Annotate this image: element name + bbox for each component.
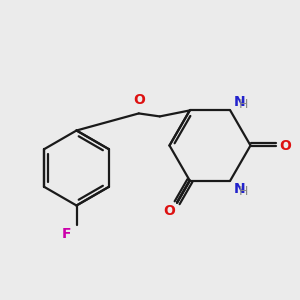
- Text: H: H: [239, 185, 249, 198]
- Text: N: N: [234, 94, 246, 109]
- Text: H: H: [239, 98, 249, 111]
- Text: O: O: [164, 204, 175, 218]
- Text: O: O: [133, 93, 145, 107]
- Text: N: N: [234, 182, 246, 197]
- Text: O: O: [280, 139, 292, 152]
- Text: F: F: [61, 227, 71, 242]
